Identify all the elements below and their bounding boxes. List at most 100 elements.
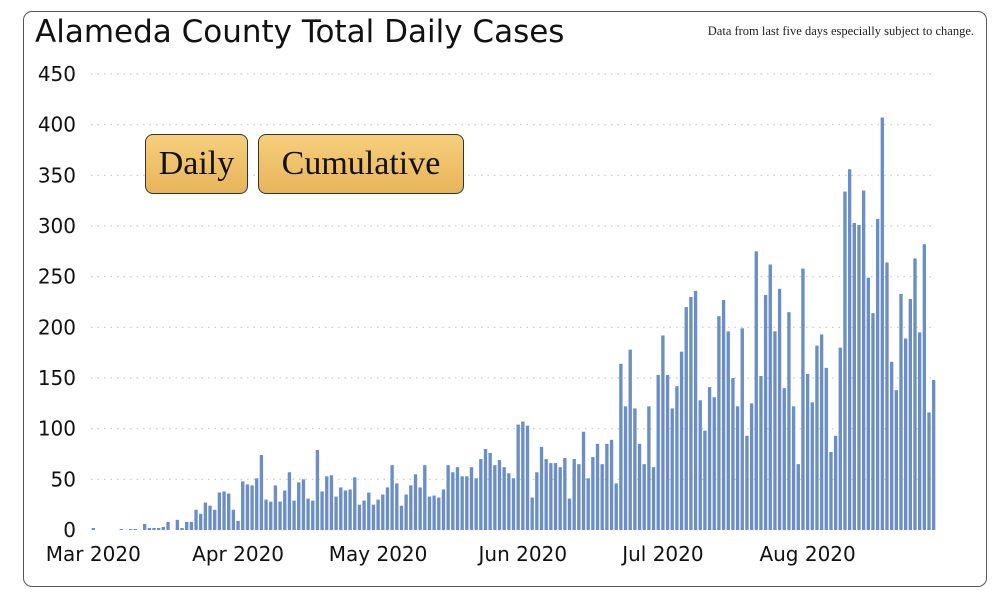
bar bbox=[297, 482, 301, 530]
x-tick-label: Apr 2020 bbox=[192, 542, 284, 566]
bar bbox=[385, 487, 390, 530]
bar bbox=[651, 467, 656, 530]
bar bbox=[180, 527, 184, 530]
bar bbox=[129, 528, 133, 530]
bar bbox=[735, 406, 740, 530]
bar bbox=[899, 293, 903, 530]
bar bbox=[754, 251, 758, 530]
bar bbox=[679, 351, 684, 530]
bar bbox=[647, 406, 651, 530]
bar bbox=[474, 478, 478, 530]
bar bbox=[334, 496, 338, 530]
bar bbox=[222, 491, 226, 530]
bar bbox=[521, 421, 525, 530]
bar bbox=[371, 504, 376, 530]
bar bbox=[609, 439, 614, 530]
bar bbox=[693, 290, 698, 530]
bar bbox=[684, 307, 688, 530]
data-note: Data from last five days especially subj… bbox=[707, 24, 974, 38]
bar bbox=[563, 458, 567, 530]
bar bbox=[857, 224, 861, 531]
bar bbox=[810, 402, 814, 530]
bar bbox=[409, 485, 413, 530]
bar bbox=[861, 190, 866, 530]
bar bbox=[591, 457, 595, 530]
bar bbox=[437, 497, 441, 530]
y-tick-label: 350 bbox=[38, 163, 76, 187]
bar bbox=[152, 527, 156, 530]
bar bbox=[763, 294, 768, 530]
x-tick-label: May 2020 bbox=[329, 542, 428, 566]
bar bbox=[479, 459, 483, 530]
daily-toggle-button[interactable]: Daily bbox=[145, 134, 248, 194]
bar bbox=[395, 483, 399, 530]
y-tick-label: 150 bbox=[38, 366, 76, 390]
bar bbox=[745, 435, 749, 530]
bar bbox=[623, 406, 628, 530]
bar bbox=[143, 523, 147, 530]
bar bbox=[488, 452, 492, 530]
bar bbox=[553, 463, 558, 530]
bar bbox=[815, 345, 819, 530]
bar bbox=[465, 476, 469, 530]
bar bbox=[306, 498, 310, 530]
bar bbox=[175, 519, 180, 530]
bar bbox=[661, 335, 665, 530]
bar bbox=[875, 218, 880, 530]
bar bbox=[451, 472, 455, 530]
x-tick-label: Mar 2020 bbox=[46, 542, 141, 566]
bar bbox=[227, 493, 231, 530]
bar bbox=[922, 244, 927, 531]
bar bbox=[213, 509, 217, 530]
bar bbox=[880, 117, 884, 530]
bar bbox=[600, 464, 604, 530]
bar bbox=[236, 520, 240, 530]
y-tick-label: 250 bbox=[38, 265, 76, 289]
bar bbox=[628, 349, 632, 530]
bar bbox=[185, 521, 189, 530]
bar bbox=[455, 467, 460, 530]
bar bbox=[665, 374, 670, 530]
bar bbox=[320, 491, 324, 530]
bar bbox=[824, 367, 828, 530]
bar bbox=[917, 332, 922, 530]
bar bbox=[432, 495, 436, 530]
bar bbox=[759, 375, 763, 530]
bar bbox=[675, 386, 679, 530]
bar bbox=[147, 527, 152, 530]
bar bbox=[567, 498, 572, 530]
chart-bars bbox=[91, 117, 936, 531]
cumulative-toggle-button[interactable]: Cumulative bbox=[258, 134, 464, 194]
bar bbox=[633, 408, 637, 530]
y-tick-label: 300 bbox=[38, 214, 76, 238]
bar bbox=[507, 473, 511, 530]
bar bbox=[866, 277, 870, 530]
bar bbox=[339, 487, 343, 530]
bar bbox=[91, 527, 96, 530]
y-axis-ticks: 0 50 100 150 200 250 300 350 400 450 bbox=[38, 62, 76, 542]
bar bbox=[418, 487, 422, 530]
bar bbox=[325, 476, 329, 530]
bar bbox=[250, 485, 254, 530]
page-title: Alameda County Total Daily Cases bbox=[35, 14, 565, 50]
bar bbox=[656, 374, 660, 530]
bar bbox=[311, 500, 315, 530]
bar bbox=[773, 331, 777, 530]
bar bbox=[885, 262, 889, 530]
bar bbox=[357, 504, 362, 530]
bar bbox=[231, 509, 236, 530]
bar bbox=[721, 299, 726, 530]
y-tick-label: 100 bbox=[38, 417, 76, 441]
bar bbox=[525, 425, 530, 530]
bar bbox=[390, 465, 394, 530]
bar bbox=[511, 478, 516, 530]
bar bbox=[353, 477, 357, 530]
bar bbox=[133, 528, 138, 530]
bar bbox=[469, 467, 474, 530]
bar bbox=[614, 483, 618, 530]
bar bbox=[544, 459, 548, 530]
bar bbox=[712, 397, 716, 530]
bar bbox=[166, 521, 170, 530]
bar bbox=[913, 258, 917, 530]
bar bbox=[833, 435, 838, 530]
